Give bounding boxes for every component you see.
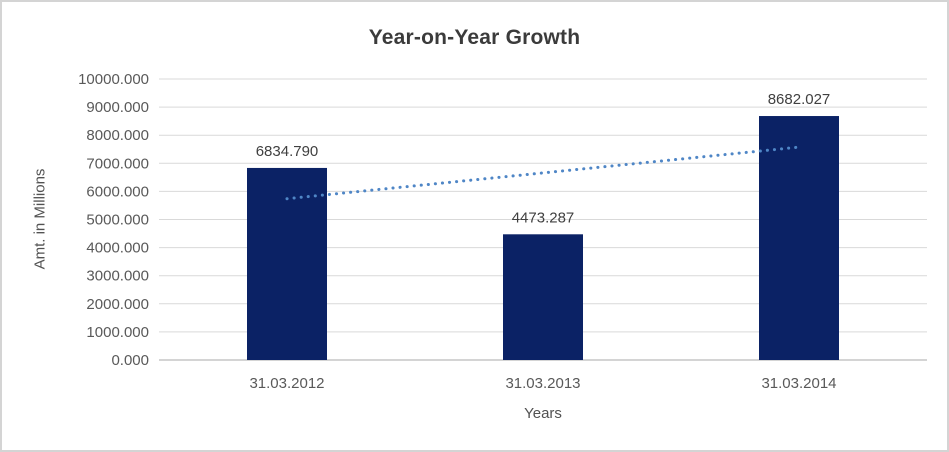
y-tick-label: 5000.000	[86, 212, 149, 229]
y-tick-label: 7000.000	[86, 155, 149, 172]
bar	[503, 234, 583, 360]
y-tick-label: 6000.000	[86, 183, 149, 200]
y-tick-label: 1000.000	[86, 324, 149, 341]
chart-title: Year-on-Year Growth	[368, 26, 581, 49]
x-category-label: 31.03.2012	[249, 375, 324, 392]
x-category-label: 31.03.2014	[761, 375, 836, 392]
trendline	[285, 145, 804, 201]
bar	[759, 116, 839, 361]
x-category-label: 31.03.2013	[505, 375, 580, 392]
y-tick-label: 4000.000	[86, 240, 149, 257]
x-axis-title: Years	[524, 405, 562, 422]
y-tick-label: 10000.000	[78, 71, 149, 88]
y-tick-label: 3000.000	[86, 268, 149, 285]
y-tick-label: 2000.000	[86, 296, 149, 313]
y-tick-label: 8000.000	[86, 127, 149, 144]
bar-data-label: 8682.027	[768, 91, 831, 108]
bar-data-label: 4473.287	[512, 209, 575, 226]
bar-data-label: 6834.790	[256, 143, 319, 160]
y-tick-label: 0.000	[111, 352, 149, 369]
y-tick-label: 9000.000	[86, 99, 149, 116]
